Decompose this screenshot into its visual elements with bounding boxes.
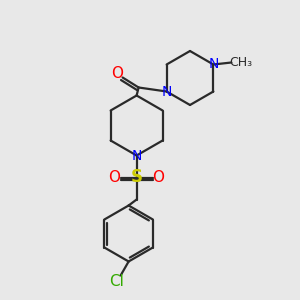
Text: CH₃: CH₃: [229, 56, 252, 69]
Text: O: O: [153, 170, 165, 185]
Text: S: S: [130, 169, 142, 187]
Text: N: N: [208, 58, 219, 71]
Text: N: N: [161, 85, 172, 98]
Text: N: N: [131, 148, 142, 163]
Text: Cl: Cl: [109, 274, 124, 289]
Text: O: O: [109, 170, 121, 185]
Text: O: O: [112, 66, 124, 81]
